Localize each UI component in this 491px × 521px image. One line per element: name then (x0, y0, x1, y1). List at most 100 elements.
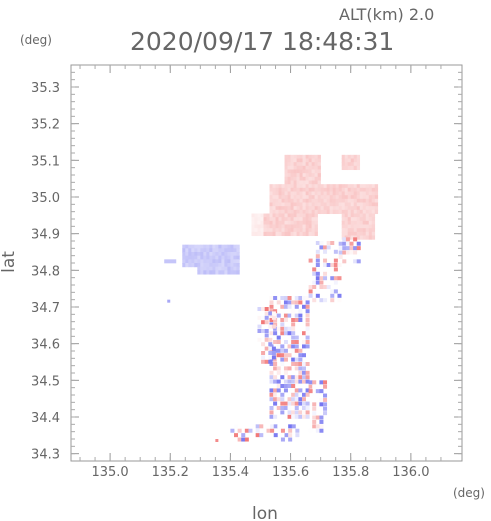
heatmap-cell (283, 357, 288, 362)
heatmap-cell (257, 217, 261, 222)
heatmap-cell (206, 270, 210, 275)
heatmap-cell (368, 195, 373, 200)
heatmap-cell (191, 244, 195, 249)
heatmap-cell (311, 162, 315, 167)
heatmap-cell (275, 220, 279, 226)
heatmap-cell (326, 187, 330, 193)
heatmap-cell (280, 344, 285, 349)
heatmap-cell (287, 176, 291, 182)
heatmap-cell (224, 266, 228, 271)
heatmap-cell (287, 220, 291, 226)
heatmap-cell (350, 209, 355, 215)
heatmap-cell (221, 255, 225, 260)
heatmap-cell (308, 184, 312, 189)
heatmap-cell (271, 355, 276, 360)
heatmap-cell (261, 320, 266, 325)
heatmap-cell (273, 392, 278, 397)
heatmap-cell (299, 165, 303, 171)
heatmap-cell (255, 424, 260, 429)
heatmap-cell (362, 184, 367, 189)
heatmap-cell (293, 158, 297, 163)
heatmap-cell (345, 241, 350, 246)
heatmap-cell (311, 191, 315, 196)
heatmap-cell (338, 206, 342, 211)
heatmap-cell (227, 270, 231, 275)
heatmap-cell (338, 254, 343, 259)
heatmap-cell (326, 202, 330, 207)
heatmap-cell (227, 259, 231, 264)
heatmap-cell (275, 202, 279, 207)
heatmap-cell (281, 228, 285, 233)
heatmap-cell (272, 198, 276, 204)
heatmap-cell (311, 173, 315, 178)
heatmap-cell (299, 202, 303, 207)
heatmap-cell (281, 202, 285, 207)
heatmap-cell (305, 202, 309, 207)
heatmap-cell (293, 231, 297, 237)
heatmap-cell (200, 244, 204, 249)
heatmap-cell (280, 397, 285, 402)
heatmap-cell (230, 248, 234, 253)
heatmap-cell (308, 258, 313, 263)
heatmap-cell (362, 220, 367, 226)
heatmap-cell (305, 198, 309, 204)
heatmap-cell (344, 213, 348, 218)
heatmap-cell (333, 249, 338, 254)
heatmap-cell (287, 401, 292, 406)
heatmap-cell (293, 173, 297, 178)
heatmap-cell (308, 224, 312, 229)
heatmap-cell (299, 213, 303, 218)
heatmap-cell (287, 173, 291, 178)
heatmap-cell (293, 213, 297, 218)
heatmap-cell (311, 187, 315, 193)
heatmap-cell (269, 357, 274, 362)
heatmap-cell (266, 231, 270, 237)
heatmap-cell (353, 165, 358, 171)
heatmap-cell (197, 244, 201, 249)
heatmap-cell (365, 206, 370, 211)
heatmap-cell (344, 224, 348, 229)
x-tick-label: 135.4 (212, 465, 249, 480)
y-tick-label: 35.2 (31, 118, 60, 133)
heatmap-cell (319, 397, 324, 402)
heatmap-cell (287, 224, 291, 229)
heatmap-cell (374, 187, 379, 193)
heatmap-cell (323, 276, 328, 281)
heatmap-cell (290, 231, 294, 237)
heatmap-cell (241, 433, 246, 438)
heatmap-cell (345, 250, 350, 255)
heatmap-cell (347, 206, 352, 211)
heatmap-cell (344, 206, 348, 211)
heatmap-cell (356, 235, 361, 240)
heatmap-cell (264, 311, 269, 316)
heatmap-cell (296, 231, 300, 237)
heatmap-cell (353, 237, 358, 242)
heatmap-cell (326, 195, 330, 200)
heatmap-cell (311, 176, 315, 182)
heatmap-cell (298, 388, 303, 393)
heatmap-cell (261, 355, 266, 360)
heatmap-cell (299, 176, 303, 182)
heatmap-cell (269, 231, 273, 237)
heatmap-cell (350, 213, 355, 218)
heatmap-cell (344, 198, 348, 204)
heatmap-cell (356, 191, 361, 196)
heatmap-cell (221, 244, 225, 249)
heatmap-cell (283, 318, 288, 322)
heatmap-cell (371, 184, 376, 189)
heatmap-cell (283, 296, 288, 300)
heatmap-cell (206, 255, 210, 260)
heatmap-cell (203, 259, 207, 264)
heatmap-cell (341, 158, 345, 163)
heatmap-cell (291, 326, 296, 331)
heatmap-cell (182, 248, 186, 253)
heatmap-cell (257, 213, 261, 218)
heatmap-cell (227, 266, 231, 271)
heatmap-cell (295, 428, 300, 433)
heatmap-cell (368, 224, 373, 229)
altitude-annotation: ALT(km) 2.0 (339, 5, 434, 24)
heatmap-cell (338, 195, 342, 200)
heatmap-cell (281, 213, 285, 218)
heatmap-cell (268, 324, 273, 329)
heatmap-cell (281, 206, 285, 211)
